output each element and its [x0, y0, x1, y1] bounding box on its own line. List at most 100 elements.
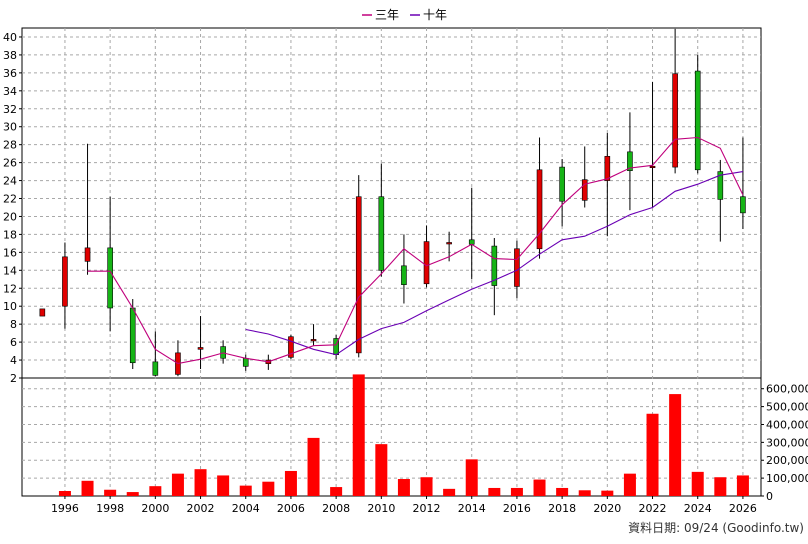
- price-tick-label: 34: [3, 85, 17, 98]
- price-tick-label: 4: [10, 354, 17, 367]
- price-tick-label: 32: [3, 103, 17, 116]
- candle-body: [62, 257, 67, 306]
- candle-body: [130, 308, 135, 363]
- volume-bar: [330, 487, 342, 496]
- candle-body: [514, 249, 519, 287]
- volume-bar: [195, 469, 207, 496]
- candle-body: [695, 71, 700, 170]
- candle-body: [469, 240, 474, 244]
- price-tick-label: 14: [3, 264, 17, 277]
- price-tick-label: 20: [3, 210, 17, 223]
- volume-tick-label: 300,000: [766, 436, 808, 449]
- candle-body: [40, 309, 45, 316]
- volume-bar: [262, 482, 274, 496]
- candle-body: [356, 197, 361, 353]
- candle-body: [673, 74, 678, 167]
- price-tick-label: 22: [3, 193, 17, 206]
- candle-body: [243, 358, 248, 366]
- year-tick-label: 2008: [322, 502, 350, 515]
- candle-body: [650, 166, 655, 168]
- candle-body: [605, 156, 610, 180]
- year-tick-label: 2026: [729, 502, 757, 515]
- year-tick-label: 2012: [413, 502, 441, 515]
- year-tick-label: 2002: [187, 502, 215, 515]
- volume-tick-label: 500,000: [766, 401, 808, 414]
- legend-label-ma3: 三年: [375, 8, 399, 22]
- candle-body: [108, 248, 113, 308]
- price-tick-label: 24: [3, 175, 17, 188]
- volume-bar: [172, 474, 184, 496]
- price-tick-label: 30: [3, 121, 17, 134]
- volume-bar: [714, 477, 726, 496]
- year-tick-label: 2022: [639, 502, 667, 515]
- price-tick-label: 10: [3, 300, 17, 313]
- price-tick-label: 16: [3, 246, 17, 259]
- volume-bar: [104, 490, 116, 496]
- year-tick-label: 2000: [141, 502, 169, 515]
- candle-body: [311, 339, 316, 341]
- price-tick-label: 38: [3, 49, 17, 62]
- candle-body: [447, 242, 452, 244]
- volume-tick-label: 0: [766, 490, 773, 503]
- price-tick-label: 6: [10, 336, 17, 349]
- candle-body: [740, 197, 745, 213]
- year-tick-label: 1998: [96, 502, 124, 515]
- volume-tick-label: 400,000: [766, 418, 808, 431]
- candle-body: [85, 248, 90, 261]
- volume-bar: [647, 414, 659, 496]
- volume-bar: [534, 480, 546, 496]
- volume-bar: [579, 490, 591, 496]
- year-tick-label: 2016: [503, 502, 531, 515]
- price-tick-label: 8: [10, 318, 17, 331]
- candle-body: [401, 266, 406, 285]
- volume-bar: [556, 488, 568, 496]
- price-tick-label: 2: [10, 372, 17, 385]
- volume-tick-label: 600,000: [766, 383, 808, 396]
- volume-bar: [149, 486, 161, 496]
- price-tick-label: 12: [3, 282, 17, 295]
- volume-bar: [285, 471, 297, 496]
- data-date-credit: 資料日期: 09/24 (Goodinfo.tw): [628, 519, 804, 536]
- volume-bar: [511, 488, 523, 496]
- candle-body: [153, 362, 158, 375]
- volume-bar: [375, 444, 387, 496]
- price-tick-label: 40: [3, 31, 17, 44]
- volume-bar: [737, 475, 749, 496]
- year-tick-label: 2010: [367, 502, 395, 515]
- volume-bar: [398, 479, 410, 496]
- volume-bar: [127, 492, 139, 496]
- volume-bar: [466, 459, 478, 496]
- price-tick-label: 28: [3, 139, 17, 152]
- volume-bar: [669, 394, 681, 496]
- volume-bar: [488, 488, 500, 496]
- volume-bar: [59, 491, 71, 496]
- year-tick-label: 1996: [51, 502, 79, 515]
- volume-bar: [624, 474, 636, 496]
- volume-bar: [421, 477, 433, 496]
- year-tick-label: 2018: [548, 502, 576, 515]
- candle-body: [537, 170, 542, 249]
- price-tick-label: 18: [3, 228, 17, 241]
- volume-bar: [443, 489, 455, 496]
- volume-bar: [601, 491, 613, 496]
- price-tick-label: 26: [3, 157, 17, 170]
- legend-label-ma10: 十年: [423, 8, 447, 22]
- year-tick-label: 2004: [232, 502, 260, 515]
- volume-bar: [353, 374, 365, 496]
- candle-body: [582, 180, 587, 201]
- volume-tick-label: 100,000: [766, 472, 808, 485]
- year-tick-label: 2020: [593, 502, 621, 515]
- volume-bar: [692, 472, 704, 496]
- candle-body: [560, 167, 565, 201]
- year-tick-label: 2024: [684, 502, 712, 515]
- candle-body: [198, 347, 203, 349]
- candle-body: [424, 242, 429, 284]
- volume-bar: [82, 481, 94, 496]
- volume-tick-label: 200,000: [766, 454, 808, 467]
- price-tick-label: 36: [3, 67, 17, 80]
- volume-bar: [240, 486, 252, 496]
- year-tick-label: 2014: [458, 502, 486, 515]
- candle-body: [379, 197, 384, 271]
